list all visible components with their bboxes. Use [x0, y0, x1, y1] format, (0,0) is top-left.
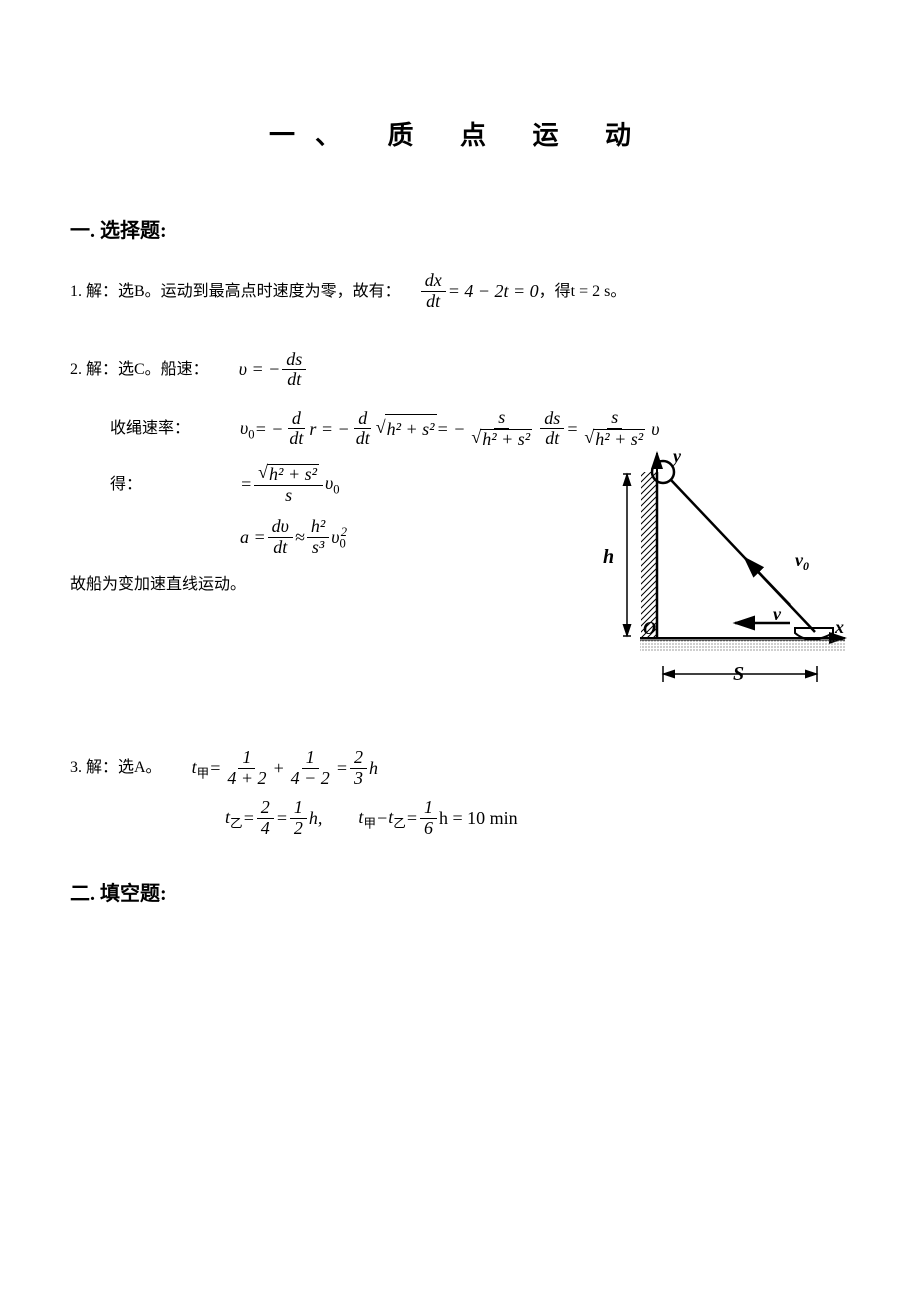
svg-text:v0: v0: [795, 550, 809, 573]
p2-boat-frac: ds dt: [282, 350, 306, 391]
p2-result-label: 得：: [110, 472, 240, 498]
problem-3: 3. 解：选A。 t甲 = 14 + 2 + 14 − 2 = 23 h t乙 …: [70, 748, 850, 839]
chapter-title: 一、 质 点 运 动: [70, 115, 850, 152]
p3-prefix: 3. 解：选A。: [70, 755, 162, 781]
svg-text:x: x: [834, 617, 844, 637]
p1-prefix: 1. 解：选B。运动到最高点时速度为零，故有：: [70, 279, 401, 305]
problem-2-diagram: y x h v v0 O S: [585, 448, 850, 698]
svg-text:h: h: [603, 546, 614, 568]
p1-fraction: dx dt: [421, 271, 446, 312]
p1-suffix: ，得t = 2 s。: [539, 279, 627, 305]
problem-2: 2. 解：选C。船速： υ = − ds dt 收绳速率： υ0 = − d d…: [70, 350, 850, 698]
p2-rope-label: 收绳速率：: [110, 416, 240, 442]
p2-boat-lhs: υ = −: [239, 355, 281, 384]
p1-rhs: = 4 − 2t = 0: [448, 277, 539, 306]
svg-text:v: v: [773, 604, 782, 624]
svg-text:S: S: [733, 663, 744, 685]
problem-1: 1. 解：选B。运动到最高点时速度为零，故有： dx dt = 4 − 2t =…: [70, 271, 850, 312]
svg-text:O: O: [643, 618, 656, 638]
section-2-heading: 二. 填空题:: [70, 877, 850, 906]
svg-text:y: y: [671, 448, 682, 466]
section-1-heading: 一. 选择题:: [70, 214, 850, 243]
p2-line1-prefix: 2. 解：选C。船速：: [70, 357, 209, 383]
